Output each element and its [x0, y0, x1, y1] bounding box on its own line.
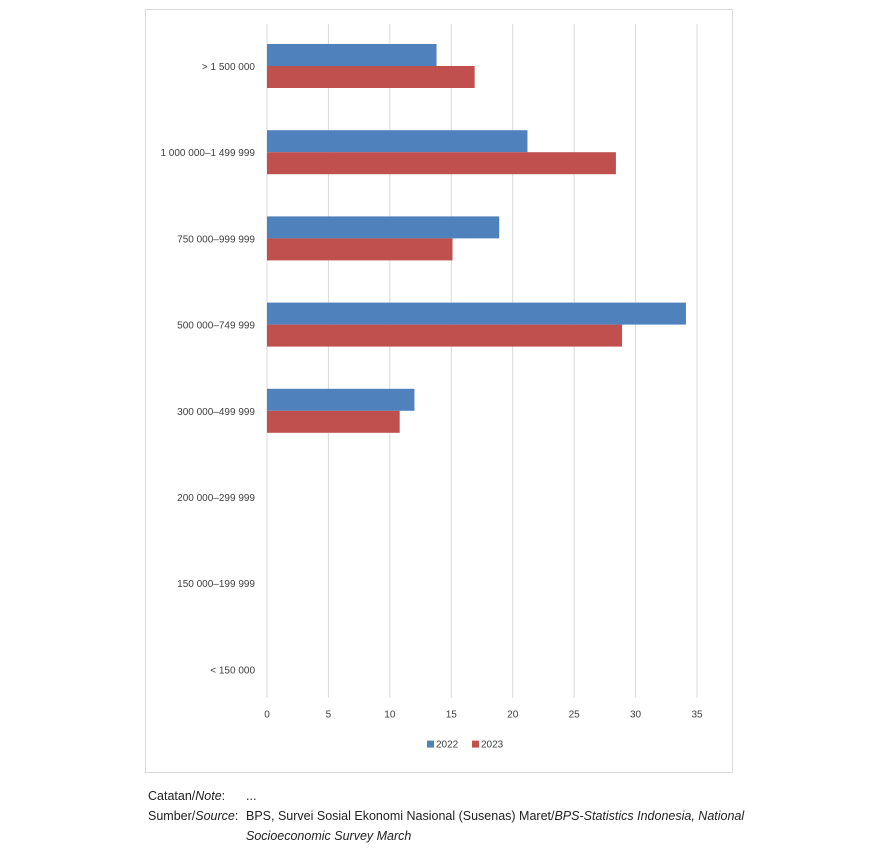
category-label: 750 000–999 999 [177, 234, 255, 245]
legend-swatch [472, 741, 479, 748]
bar-chart: > 1 500 000 1 000 000–1 499 999 750 000–99… [146, 10, 734, 774]
source-text: BPS, Survei Sosial Ekonomi Nasional (Sus… [246, 806, 748, 846]
x-tick-label: 0 [264, 710, 270, 721]
legend: 2022 2023 [427, 740, 504, 751]
bar-2023 [267, 411, 400, 433]
bar-2023 [267, 238, 453, 260]
category-label: 150 000–199 999 [177, 579, 255, 590]
bar-2022 [267, 389, 414, 411]
category-label: > 1 500 000 [202, 62, 256, 73]
category-axis-labels: > 1 500 000 1 000 000–1 499 999 750 000–99… [160, 62, 255, 676]
value-axis-labels: 0 5 10 15 20 25 30 35 [264, 710, 703, 721]
bar-2022 [267, 130, 527, 152]
bar-2022 [267, 303, 686, 325]
source-row: Sumber/Source: BPS, Survei Sosial Ekonom… [148, 806, 748, 846]
note-text: ... [246, 786, 748, 806]
x-tick-label: 30 [630, 710, 642, 721]
x-tick-label: 20 [507, 710, 519, 721]
bar-2023 [267, 66, 475, 88]
chart-frame: > 1 500 000 1 000 000–1 499 999 750 000–99… [145, 9, 733, 773]
figure-notes: Catatan/Note: ... Sumber/Source: BPS, Su… [148, 786, 748, 846]
category-label: 1 000 000–1 499 999 [160, 148, 255, 159]
category-label: 300 000–499 999 [177, 407, 255, 418]
legend-label: 2022 [436, 740, 459, 751]
bar-2022 [267, 216, 499, 238]
x-tick-label: 15 [446, 710, 458, 721]
bar-2022 [267, 44, 437, 66]
grid-lines [267, 24, 697, 698]
note-row: Catatan/Note: ... [148, 786, 748, 806]
legend-label: 2023 [481, 740, 504, 751]
x-tick-label: 10 [384, 710, 396, 721]
bars [267, 44, 686, 433]
note-label: Catatan/Note: [148, 786, 246, 806]
bar-2023 [267, 325, 622, 347]
legend-swatch [427, 741, 434, 748]
x-tick-label: 25 [569, 710, 581, 721]
category-label: < 150 000 [210, 665, 255, 676]
bar-2023 [267, 152, 616, 174]
x-tick-label: 35 [691, 710, 703, 721]
x-tick-label: 5 [326, 710, 332, 721]
category-label: 200 000–299 999 [177, 493, 255, 504]
source-label: Sumber/Source: [148, 806, 246, 846]
category-label: 500 000–749 999 [177, 321, 255, 332]
